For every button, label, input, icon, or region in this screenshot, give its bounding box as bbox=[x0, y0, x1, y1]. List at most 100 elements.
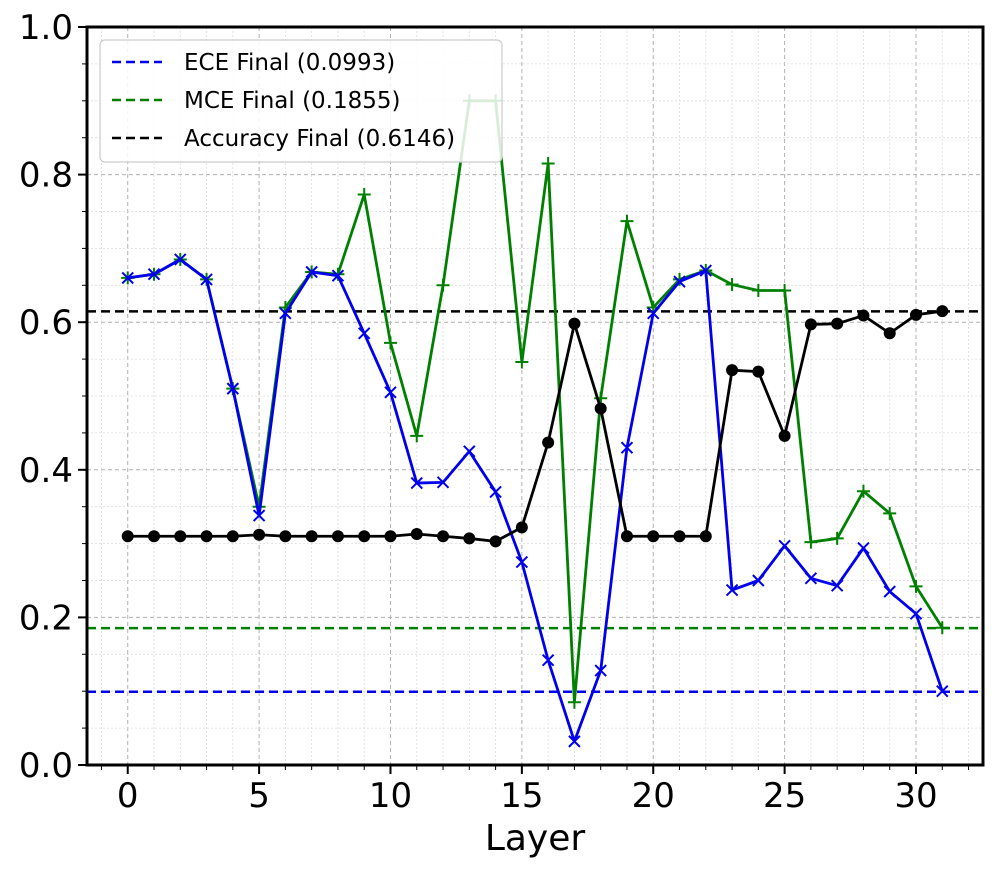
data-point-mce bbox=[804, 535, 818, 549]
data-point-accuracy bbox=[463, 532, 476, 545]
data-point-accuracy bbox=[437, 530, 450, 543]
data-point-ece bbox=[200, 273, 213, 286]
data-point-mce bbox=[751, 283, 765, 297]
data-point-accuracy bbox=[594, 402, 607, 415]
data-point-accuracy bbox=[358, 530, 371, 543]
data-point-mce bbox=[383, 336, 397, 350]
data-point-ece bbox=[594, 664, 607, 677]
data-point-accuracy bbox=[699, 530, 712, 543]
data-point-accuracy bbox=[857, 309, 870, 322]
data-point-mce bbox=[410, 429, 424, 443]
data-point-ece bbox=[252, 509, 266, 522]
data-point-accuracy bbox=[568, 317, 581, 330]
data-point-accuracy bbox=[200, 530, 213, 543]
data-point-ece bbox=[174, 253, 187, 266]
data-point-mce bbox=[830, 531, 844, 545]
data-point-ece bbox=[436, 476, 450, 489]
data-point-ece bbox=[883, 585, 896, 598]
data-point-ece bbox=[410, 476, 423, 490]
data-point-ece bbox=[515, 555, 529, 569]
data-point-ece bbox=[752, 574, 765, 587]
data-point-ece bbox=[804, 572, 818, 585]
x-tick-label: 15 bbox=[500, 776, 543, 816]
legend-label: ECE Final (0.0993) bbox=[184, 50, 395, 76]
series-line-ece bbox=[127, 258, 944, 743]
data-point-ece bbox=[541, 653, 555, 667]
y-tick-label: 0.4 bbox=[19, 451, 73, 491]
data-point-accuracy bbox=[121, 530, 134, 543]
x-tick-label: 0 bbox=[117, 776, 139, 816]
data-point-accuracy bbox=[726, 364, 739, 377]
data-point-accuracy bbox=[489, 535, 502, 548]
x-tick-label: 30 bbox=[894, 776, 937, 816]
x-tick-label: 25 bbox=[763, 776, 806, 816]
data-point-mce bbox=[620, 214, 634, 228]
legend: ECE Final (0.0993) MCE Final (0.1855) Accu… bbox=[99, 39, 503, 163]
data-point-accuracy bbox=[410, 528, 423, 541]
x-tick-label: 20 bbox=[632, 776, 675, 816]
data-point-accuracy bbox=[253, 528, 266, 541]
data-point-accuracy bbox=[148, 530, 161, 543]
data-point-ece bbox=[279, 307, 292, 320]
data-point-mce bbox=[725, 278, 739, 292]
legend-label: MCE Final (0.1855) bbox=[184, 88, 401, 114]
data-point-accuracy bbox=[515, 521, 528, 534]
data-point-mce bbox=[541, 157, 555, 171]
reference-lines bbox=[87, 310, 983, 693]
data-point-accuracy bbox=[883, 327, 896, 340]
data-point-ece bbox=[226, 382, 240, 395]
data-point-ece bbox=[673, 275, 686, 288]
data-point-mce bbox=[909, 579, 923, 593]
y-tick-label: 0.2 bbox=[19, 598, 73, 638]
y-tick-label: 0.6 bbox=[19, 303, 73, 343]
legend-box bbox=[99, 39, 503, 163]
data-point-accuracy bbox=[673, 530, 686, 543]
data-point-accuracy bbox=[542, 436, 555, 449]
data-point-accuracy bbox=[804, 318, 817, 331]
y-tick-label: 0.8 bbox=[19, 156, 73, 196]
data-point-accuracy bbox=[384, 530, 397, 543]
data-point-mce bbox=[567, 695, 581, 709]
data-point-ece bbox=[699, 264, 712, 277]
data-point-accuracy bbox=[752, 365, 765, 378]
legend-label: Accuracy Final (0.6146) bbox=[184, 126, 455, 152]
data-point-mce bbox=[856, 484, 870, 498]
data-point-mce bbox=[436, 278, 450, 292]
data-point-mce bbox=[935, 621, 949, 635]
data-point-accuracy bbox=[331, 530, 344, 543]
data-point-ece bbox=[121, 271, 134, 285]
x-tick-label: 5 bbox=[248, 776, 270, 816]
data-point-accuracy bbox=[936, 305, 949, 318]
y-axis-ticks: 0.0 0.2 0.4 0.6 0.8 1.0 bbox=[19, 8, 87, 786]
data-point-accuracy bbox=[226, 530, 239, 543]
data-point-ece bbox=[463, 445, 476, 458]
data-point-ece bbox=[830, 579, 844, 592]
data-point-accuracy bbox=[305, 530, 318, 543]
x-tick-label: 10 bbox=[369, 776, 412, 816]
data-point-ece bbox=[358, 327, 371, 340]
data-point-accuracy bbox=[647, 530, 660, 543]
data-point-ece bbox=[331, 269, 345, 282]
data-point-mce bbox=[357, 188, 371, 202]
data-point-ece bbox=[857, 541, 870, 555]
data-point-ece bbox=[620, 441, 634, 454]
data-point-accuracy bbox=[279, 530, 292, 543]
data-point-ece bbox=[936, 684, 949, 698]
data-point-ece bbox=[725, 583, 739, 597]
data-point-accuracy bbox=[174, 530, 187, 543]
data-point-accuracy bbox=[778, 429, 791, 442]
y-tick-label: 1.0 bbox=[19, 8, 73, 48]
data-point-ece bbox=[305, 265, 318, 279]
data-point-mce bbox=[778, 283, 792, 297]
x-axis-ticks: 0 5 10 15 20 25 30 bbox=[100, 765, 970, 816]
data-point-accuracy bbox=[909, 308, 922, 321]
data-point-ece bbox=[909, 607, 923, 620]
data-point-ece bbox=[384, 386, 397, 399]
data-point-accuracy bbox=[620, 530, 633, 543]
data-point-ece bbox=[647, 307, 660, 320]
data-point-ece bbox=[147, 268, 161, 281]
data-point-ece bbox=[778, 539, 791, 553]
data-point-ece bbox=[568, 735, 581, 748]
y-tick-label: 0.0 bbox=[19, 746, 73, 786]
